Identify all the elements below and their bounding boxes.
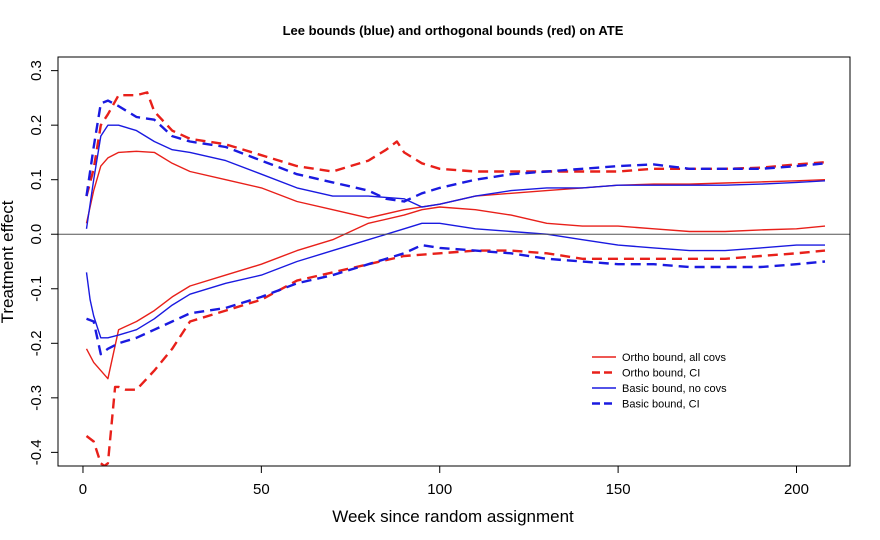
y-tick-label-3: -0.1 bbox=[28, 276, 45, 302]
y-axis: -0.4 -0.3 -0.2 -0.1 0.0 0.1 0.2 0.3 bbox=[28, 60, 58, 465]
x-tick-label-1: 50 bbox=[253, 481, 270, 498]
y-tick-label-0: -0.4 bbox=[28, 439, 45, 465]
legend-label-2: Basic bound, no covs bbox=[622, 383, 727, 395]
y-tick-label-1: -0.3 bbox=[28, 385, 45, 411]
y-tick-label-2: -0.2 bbox=[28, 330, 45, 356]
x-axis-label: Week since random assignment bbox=[332, 507, 574, 526]
series-line-7 bbox=[86, 243, 826, 356]
legend-label-1: Ortho bound, CI bbox=[622, 368, 700, 380]
legend: Ortho bound, all covs Ortho bound, CI Basi… bbox=[592, 352, 727, 411]
series-line-0 bbox=[85, 150, 826, 224]
x-tick-label-0: 0 bbox=[79, 481, 87, 498]
legend-label-3: Basic bound, CI bbox=[622, 399, 700, 411]
legend-label-0: Ortho bound, all covs bbox=[622, 352, 726, 364]
plot-frame bbox=[57, 56, 851, 467]
plot-lines bbox=[85, 91, 826, 466]
y-tick-label-5: 0.1 bbox=[28, 169, 45, 190]
series-line-5 bbox=[85, 222, 825, 339]
series-line-4 bbox=[85, 124, 826, 229]
series-line-1 bbox=[85, 206, 826, 380]
y-tick-label-4: 0.0 bbox=[28, 224, 45, 245]
x-tick-label-4: 200 bbox=[784, 481, 809, 498]
chart-title: Lee bounds (blue) and orthogonal bounds … bbox=[283, 23, 624, 38]
x-tick-label-2: 100 bbox=[427, 481, 452, 498]
y-tick-label-7: 0.3 bbox=[28, 60, 45, 81]
series-line-3 bbox=[85, 249, 826, 466]
y-tick-label-6: 0.2 bbox=[28, 115, 45, 136]
y-axis-label: Treatment effect bbox=[0, 200, 17, 323]
series-line-6 bbox=[85, 99, 826, 203]
series-line-2 bbox=[85, 91, 826, 197]
x-axis: 0 50 100 150 200 bbox=[79, 466, 809, 498]
x-tick-label-3: 150 bbox=[606, 481, 631, 498]
